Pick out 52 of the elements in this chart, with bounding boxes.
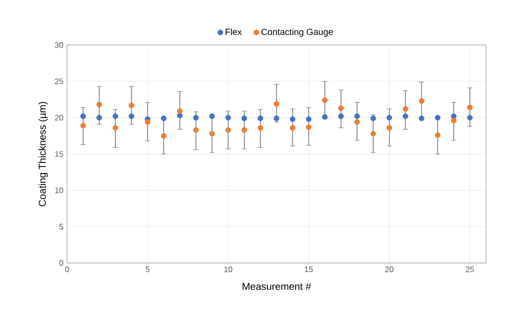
point	[241, 116, 248, 122]
point	[290, 125, 296, 131]
point	[144, 119, 150, 125]
point	[80, 113, 86, 120]
point	[112, 125, 118, 131]
point	[370, 116, 376, 122]
point	[225, 114, 231, 120]
point	[434, 114, 440, 120]
point	[467, 114, 473, 120]
point	[386, 114, 392, 120]
point	[209, 130, 215, 136]
point	[258, 125, 264, 131]
point	[306, 124, 312, 130]
point	[274, 101, 280, 107]
point	[241, 127, 248, 133]
y-axis-title: Coating Thickness (µm)	[38, 102, 48, 206]
point	[160, 133, 166, 139]
point	[96, 114, 102, 120]
point	[274, 116, 280, 122]
x-axis-title: Measurement #	[242, 282, 312, 290]
point	[354, 119, 360, 125]
point	[370, 130, 376, 136]
point	[290, 116, 296, 122]
point	[160, 116, 166, 122]
point	[80, 122, 86, 128]
point	[386, 125, 392, 131]
point	[354, 113, 360, 120]
point	[258, 116, 264, 122]
point	[338, 105, 344, 112]
point	[322, 97, 328, 104]
point	[225, 127, 231, 133]
point	[177, 108, 183, 114]
point	[402, 106, 408, 112]
legend-label: Contacting Gauge	[261, 28, 333, 37]
point	[434, 132, 440, 138]
point	[193, 127, 199, 133]
point	[128, 102, 134, 108]
point	[193, 114, 199, 120]
point	[418, 98, 424, 104]
point	[177, 112, 183, 118]
point	[402, 113, 408, 120]
point	[418, 116, 424, 122]
point	[306, 116, 312, 122]
legend-label: Flex	[226, 28, 242, 36]
point	[209, 113, 215, 120]
point	[450, 118, 457, 124]
point	[322, 114, 328, 120]
point	[112, 113, 118, 120]
point	[338, 113, 344, 120]
point	[96, 102, 102, 108]
point	[467, 104, 473, 110]
point	[128, 113, 134, 120]
